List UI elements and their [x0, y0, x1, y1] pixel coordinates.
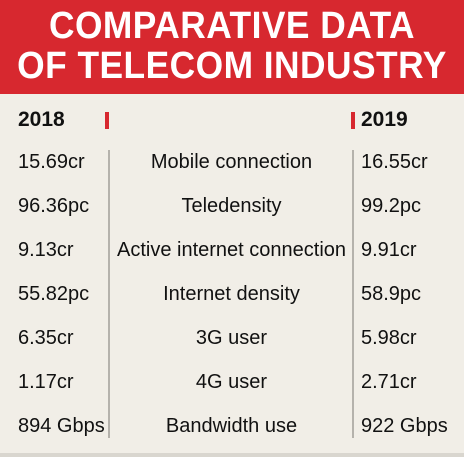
value-2019: 5.98cr	[361, 327, 417, 349]
table-row: 894 Gbps Bandwidth use 922 Gbps	[0, 404, 464, 448]
value-2018: 894 Gbps	[18, 415, 105, 437]
value-2019: 922 Gbps	[361, 415, 448, 437]
value-2018: 55.82pc	[18, 283, 90, 305]
data-table: 15.69cr Mobile connection 16.55cr 96.36p…	[0, 140, 464, 448]
table-row: 96.36pc Teledensity 99.2pc	[0, 184, 464, 228]
metric-label: 4G user	[195, 371, 268, 393]
metric-label: 3G user	[195, 327, 268, 349]
metric-label: Bandwidth use	[165, 415, 298, 437]
table-row: 6.35cr 3G user 5.98cr	[0, 316, 464, 360]
table-row: 1.17cr 4G user 2.71cr	[0, 360, 464, 404]
value-2018: 6.35cr	[18, 327, 74, 349]
metric-label: Active internet connection	[116, 239, 347, 261]
column-divider-left	[108, 150, 110, 438]
year-2018-header: 2018	[18, 108, 65, 131]
red-marker-right	[351, 112, 355, 129]
value-2019: 9.91cr	[361, 239, 417, 261]
value-2018: 9.13cr	[18, 239, 74, 261]
year-2019-header: 2019	[361, 108, 408, 131]
table-row: 15.69cr Mobile connection 16.55cr	[0, 140, 464, 184]
table-row: 55.82pc Internet density 58.9pc	[0, 272, 464, 316]
value-2019: 2.71cr	[361, 371, 417, 393]
title-line-1: COMPARATIVE DATA	[48, 5, 416, 47]
value-2019: 58.9pc	[361, 283, 422, 305]
value-2019: 99.2pc	[361, 195, 422, 217]
title-line-2: OF TELECOM INDUSTRY	[17, 45, 447, 87]
column-divider-right	[352, 150, 354, 438]
bottom-rule	[0, 453, 464, 457]
table-row: 9.13cr Active internet connection 9.91cr	[0, 228, 464, 272]
metric-label: Teledensity	[181, 195, 282, 217]
value-2018: 15.69cr	[18, 151, 85, 173]
value-2018: 1.17cr	[18, 371, 74, 393]
value-2018: 96.36pc	[18, 195, 90, 217]
value-2019: 16.55cr	[361, 151, 428, 173]
metric-label: Mobile connection	[150, 151, 313, 173]
title-banner: COMPARATIVE DATA OF TELECOM INDUSTRY	[0, 0, 464, 94]
red-marker-left	[105, 112, 109, 129]
metric-label: Internet density	[163, 283, 300, 305]
